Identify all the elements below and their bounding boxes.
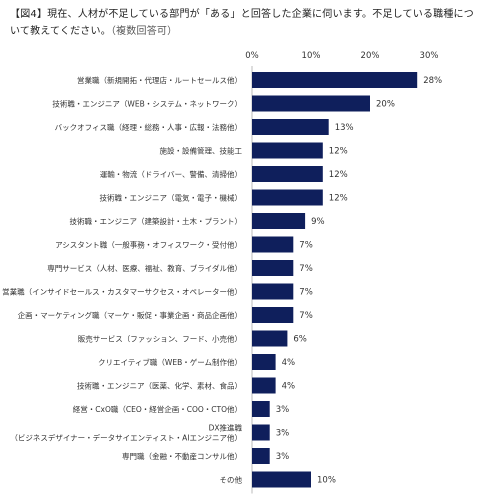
value-label: 7% [299,264,313,274]
category-label: 営業職（新規開拓・代理店・ルートセールス他） [77,75,242,85]
category-label: 運輸・物流（ドライバー、警備、清掃他） [100,169,242,179]
category-label: 経営・CxO職（CEO・経営企画・COO・CTO他） [73,404,242,414]
chart-title-text: 【図4】現在、人材が不足している部門が「ある」と回答した企業に伺います。不足して… [10,9,474,37]
bar [252,330,288,347]
value-label: 13% [335,123,354,133]
value-label: 3% [276,405,290,415]
x-tick-label: 20% [361,51,380,61]
value-label: 4% [282,358,296,368]
category-label: 技術職・エンジニア（電気・電子・機械） [100,193,243,203]
bar [252,260,294,276]
value-label: 9% [311,217,325,227]
chart-title-note: （複数回答可） [110,26,178,37]
x-tick-label: 0% [245,51,259,61]
category-label: （ビジネスデザイナー・データサイエンティスト・AIエンジニア他） [10,433,242,443]
category-label: 技術職・エンジニア（建築設計・土木・プラント） [70,216,243,226]
bar [252,236,294,253]
category-label: バックオフィス職（経理・総務・人事・広報・法務他） [55,122,242,132]
category-label: 販売サービス（ファッション、フード、小売他） [78,334,242,344]
bar [252,424,270,441]
category-label: その他 [220,475,243,485]
value-label: 12% [329,194,348,204]
x-tick-label: 10% [302,51,321,61]
value-label: 4% [282,382,296,392]
category-label: 企画・マーケティング職（マーケ・販促・事業企画・商品企画他） [18,310,242,320]
bar [252,377,276,394]
value-label: 12% [329,170,348,180]
value-label: 6% [293,335,307,345]
value-label: 3% [276,429,290,439]
value-label: 3% [276,452,290,462]
bar [252,72,418,88]
category-label: クリエイティブ職（WEB・ゲーム制作他） [98,357,242,367]
category-label: アシスタント職（一般事務・オフィスワーク・受付他） [55,240,242,250]
bar [252,283,294,300]
value-label: 7% [299,288,313,298]
bar [252,142,323,159]
category-label: 専門職（金融・不動産コンサル他） [122,451,242,461]
category-label: 技術職・エンジニア（医薬、化学、素材、食品） [77,381,242,391]
bar [252,401,270,417]
value-label: 7% [299,311,313,321]
bar [252,448,270,464]
category-label: 営業職（インサイドセールス・カスタマーサクセス・オペレーター他） [2,287,242,297]
value-label: 28% [423,76,442,86]
bar [252,119,329,135]
value-label: 20% [376,100,395,110]
bar [252,471,311,488]
bar [252,189,323,206]
bar [252,95,370,112]
category-label: 技術職・エンジニア（WEB・システム・ネットワーク） [52,99,242,109]
value-label: 7% [299,241,313,251]
x-tick-label: 30% [420,51,439,61]
bar [252,307,294,323]
value-label: 10% [317,476,336,486]
category-label: DX推進職 [209,423,243,433]
chart-title: 【図4】現在、人材が不足している部門が「ある」と回答した企業に伺います。不足して… [10,6,476,40]
bar [252,354,276,370]
bar [252,213,306,229]
bar [252,166,323,182]
category-label: 施設・設備管理、技能工 [160,146,243,156]
value-label: 12% [329,147,348,157]
category-label: 専門サービス（人材、医療、福祉、教育、ブライダル他） [47,263,242,273]
